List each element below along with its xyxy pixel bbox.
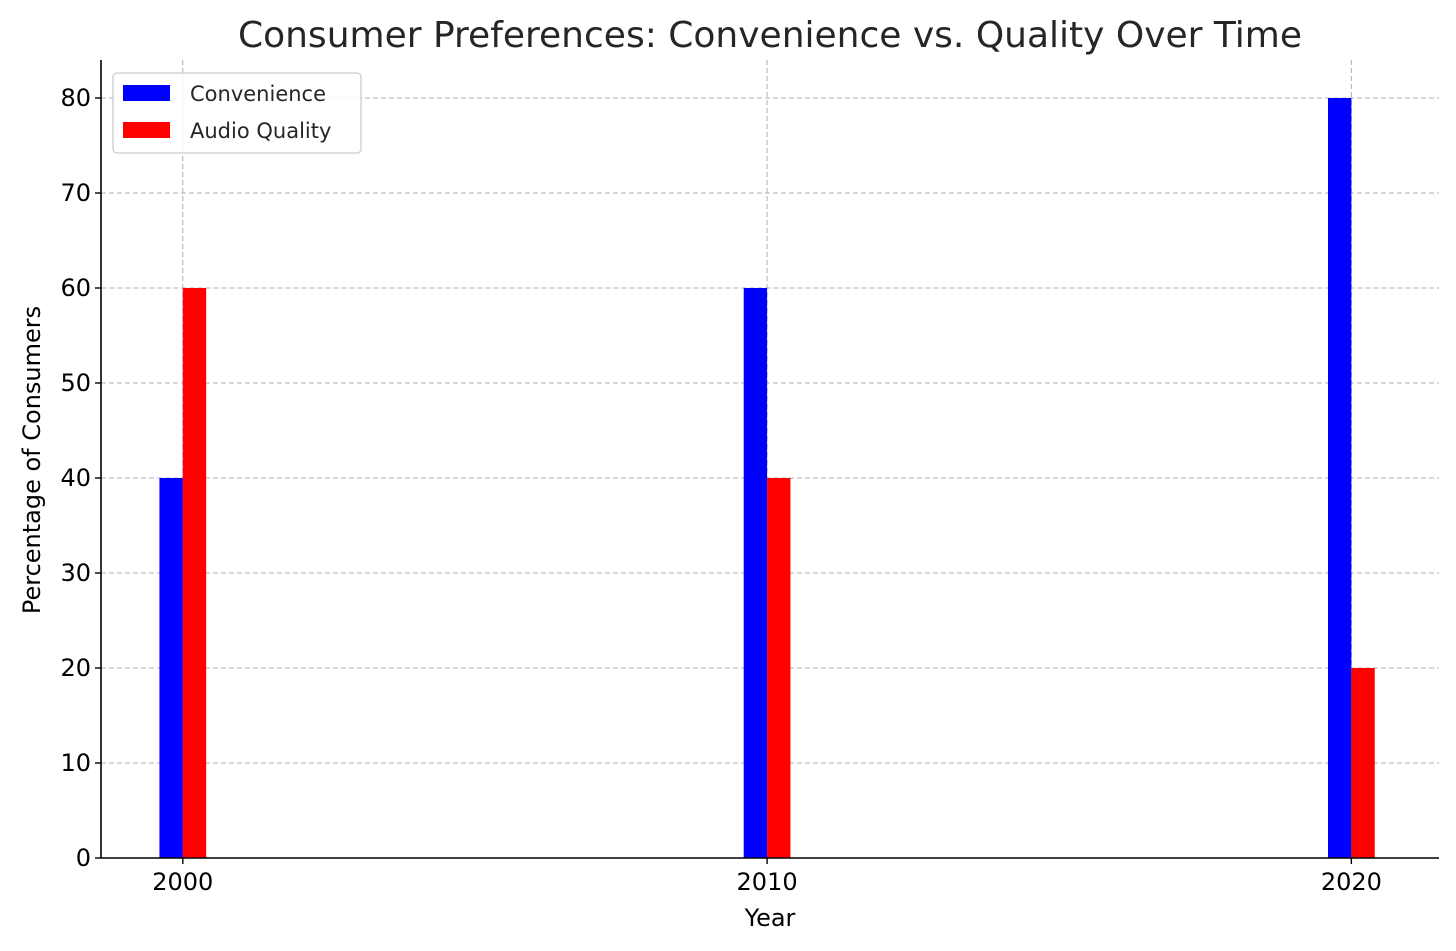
y-tick-label: 60 bbox=[60, 274, 91, 302]
bar-convenience-2010 bbox=[743, 288, 768, 858]
legend-swatch bbox=[123, 85, 170, 101]
legend-swatch bbox=[123, 122, 170, 138]
y-tick-label: 10 bbox=[60, 749, 91, 777]
x-tick-label: 2000 bbox=[152, 868, 213, 896]
y-tick-label: 20 bbox=[60, 654, 91, 682]
bar-convenience-2000 bbox=[159, 478, 183, 858]
x-ticks: 2000 2010 2020 bbox=[152, 858, 1382, 896]
y-tick-label: 70 bbox=[60, 179, 91, 207]
bar-audio-quality-2020 bbox=[1351, 668, 1375, 858]
x-axis-label: Year bbox=[744, 904, 796, 932]
y-axis-label: Percentage of Consumers bbox=[18, 306, 46, 614]
y-tick-label: 50 bbox=[60, 369, 91, 397]
y-ticks: 0 10 20 30 40 50 60 70 80 bbox=[60, 84, 101, 872]
bar-convenience-2020 bbox=[1327, 98, 1352, 858]
x-tick-label: 2020 bbox=[1321, 868, 1382, 896]
legend-frame bbox=[112, 72, 362, 154]
y-tick-label: 30 bbox=[60, 559, 91, 587]
legend-items: Convenience Audio Quality bbox=[123, 82, 331, 143]
y-tick-label: 40 bbox=[60, 464, 91, 492]
legend-label: Audio Quality bbox=[190, 119, 331, 143]
bar-audio-quality-2010 bbox=[767, 478, 791, 858]
legend: Convenience Audio Quality bbox=[112, 72, 362, 154]
bars bbox=[159, 98, 1375, 858]
bar-audio-quality-2000 bbox=[182, 288, 207, 858]
chart-title: Consumer Preferences: Convenience vs. Qu… bbox=[238, 15, 1302, 56]
y-tick-label: 80 bbox=[60, 84, 91, 112]
x-tick-label: 2010 bbox=[737, 868, 798, 896]
legend-label: Convenience bbox=[190, 82, 326, 106]
y-tick-label: 0 bbox=[76, 844, 91, 872]
